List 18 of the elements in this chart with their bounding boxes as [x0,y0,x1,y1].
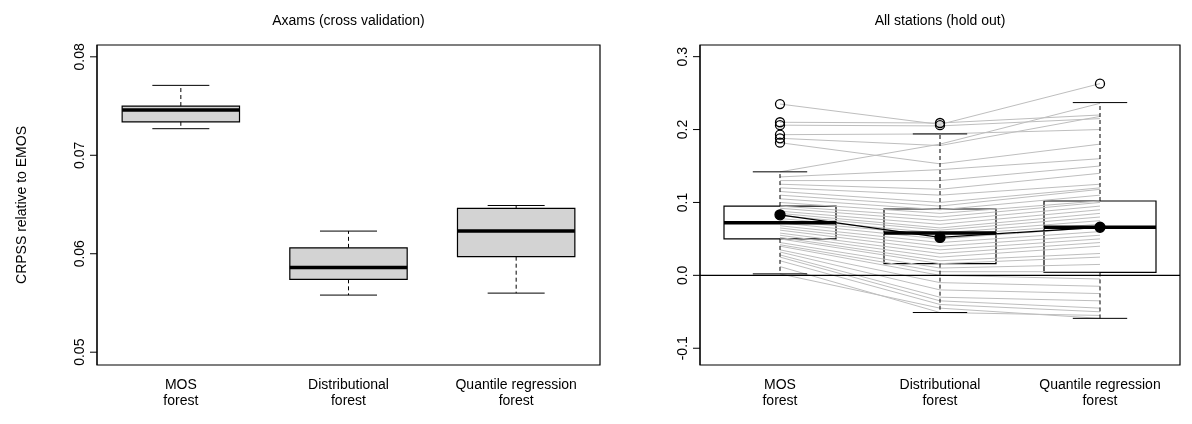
y-tick-label: 0.2 [674,119,690,140]
chart-title: All stations (hold out) [873,11,1007,30]
x-tick-label: MOS forest [163,376,199,408]
y-tick-label: 0.08 [71,42,87,71]
x-tick-label: Distributional forest [899,376,981,408]
y-tick-label: 0.1 [674,192,690,213]
y-axis-title: CRPSS relative to EMOS [12,126,29,284]
y-tick-label: 0.05 [71,338,87,366]
chart-title: Axams (cross validation) [271,11,426,30]
x-tick-label: Distributional forest [308,376,389,408]
y-tick-label: 0.07 [71,141,87,169]
y-tick-label: 0.06 [71,239,87,268]
x-tick-label: Quantile regression forest [455,376,577,408]
y-tick-label: 0.0 [674,265,690,286]
x-tick-label: MOS forest [762,376,798,408]
y-tick-label: 0.3 [674,46,690,67]
x-tick-label: Quantile regression forest [1039,376,1161,408]
y-tick-label: -0.1 [674,335,690,361]
